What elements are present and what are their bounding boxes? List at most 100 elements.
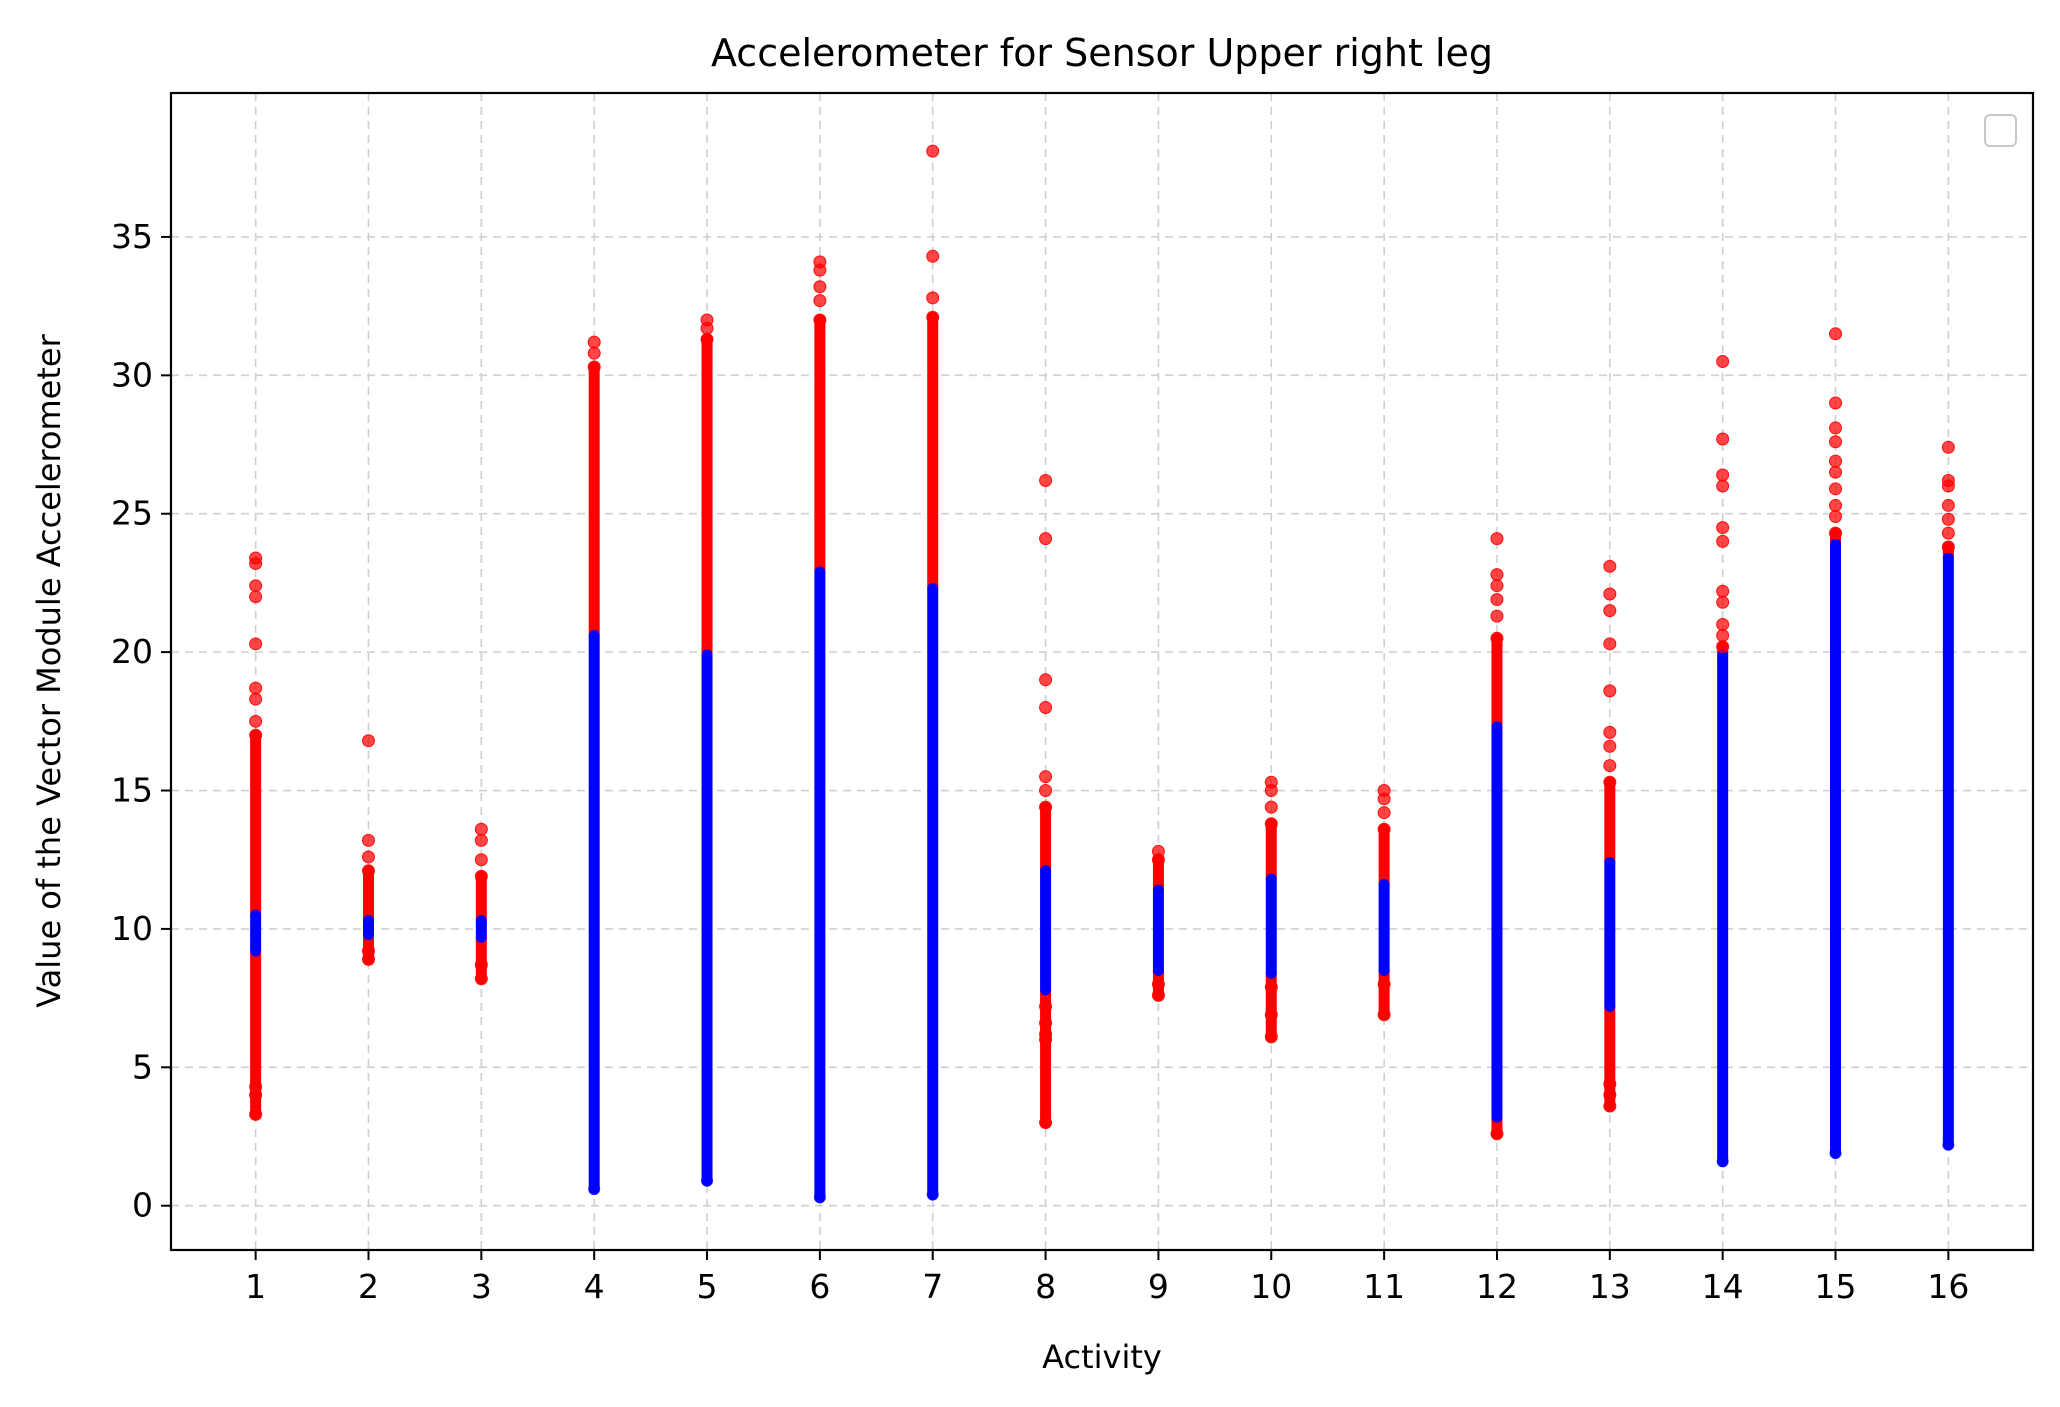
outlier-point xyxy=(587,335,601,349)
outlier-point xyxy=(1941,440,1955,454)
outlier-point xyxy=(474,958,488,972)
outlier-point xyxy=(1039,532,1053,546)
outlier-point xyxy=(249,590,263,604)
outlier-point xyxy=(1941,498,1955,512)
outlier-point xyxy=(1716,617,1730,631)
outlier-point xyxy=(474,822,488,836)
inlier-point xyxy=(1716,1155,1729,1168)
y-tick-label: 35 xyxy=(111,217,153,256)
inlier-point xyxy=(813,1191,826,1204)
y-axis-ticks: 0 5 10 15 20 25 30 35 xyxy=(111,217,171,1225)
outlier-point xyxy=(1603,637,1617,651)
x-tick-label: 8 xyxy=(1035,1267,1056,1306)
outlier-point xyxy=(249,714,263,728)
outlier-point xyxy=(813,294,827,308)
outlier-point xyxy=(361,833,375,847)
outlier-point xyxy=(1039,700,1053,714)
activity-9-points xyxy=(1151,844,1165,1002)
activity-8-points xyxy=(1039,474,1053,1130)
outlier-point xyxy=(813,280,827,294)
outlier-point xyxy=(1603,587,1617,601)
outlier-point xyxy=(1264,980,1278,994)
plot-frame xyxy=(169,91,2035,1252)
activity-2-points xyxy=(361,734,375,966)
outlier-point xyxy=(1716,479,1730,493)
y-tick-label: 5 xyxy=(132,1047,153,1086)
outlier-point xyxy=(1603,1099,1617,1113)
outlier-point xyxy=(1151,853,1165,867)
x-tick-label: 5 xyxy=(697,1267,718,1306)
outlier-point xyxy=(1829,421,1843,435)
outlier-point xyxy=(700,321,714,335)
outlier-point xyxy=(1603,684,1617,698)
outlier-point xyxy=(1716,640,1730,654)
outlier-point xyxy=(813,263,827,277)
outlier-point xyxy=(926,291,940,305)
outlier-point xyxy=(1829,526,1843,540)
outlier-point xyxy=(1264,1008,1278,1022)
x-tick-label: 1 xyxy=(245,1267,266,1306)
outlier-point xyxy=(1829,435,1843,449)
x-tick-label: 2 xyxy=(358,1267,379,1306)
outlier-point xyxy=(1941,479,1955,493)
activity-14-points xyxy=(1716,354,1730,1168)
chart-title: Accelerometer for Sensor Upper right leg xyxy=(711,31,1493,75)
outlier-point xyxy=(813,313,827,327)
activity-10-points xyxy=(1264,775,1278,1044)
outlier-point xyxy=(1377,792,1391,806)
outlier-point xyxy=(474,972,488,986)
outlier-point xyxy=(1264,800,1278,814)
outlier-point xyxy=(1039,1033,1053,1047)
outlier-point xyxy=(1941,540,1955,554)
x-tick-label: 12 xyxy=(1476,1267,1518,1306)
x-tick-label: 11 xyxy=(1363,1267,1405,1306)
y-tick-label: 30 xyxy=(111,355,153,394)
outlier-point xyxy=(1603,559,1617,573)
outlier-point xyxy=(1377,806,1391,820)
outlier-point xyxy=(249,637,263,651)
outlier-point xyxy=(926,144,940,158)
outlier-point xyxy=(361,864,375,878)
outlier-point xyxy=(474,853,488,867)
activity-1-points xyxy=(249,551,263,1121)
activity-13-points xyxy=(1603,559,1617,1113)
outlier-point xyxy=(1603,759,1617,773)
outlier-point xyxy=(1039,1016,1053,1030)
outlier-point xyxy=(474,833,488,847)
outlier-point xyxy=(1829,509,1843,523)
outlier-point xyxy=(587,360,601,374)
x-tick-label: 6 xyxy=(809,1267,830,1306)
x-tick-label: 14 xyxy=(1702,1267,1744,1306)
outlier-point xyxy=(1039,770,1053,784)
legend-box xyxy=(1984,114,2017,147)
outlier-point xyxy=(1377,1008,1391,1022)
inlier-point xyxy=(588,1183,601,1196)
outlier-point xyxy=(587,346,601,360)
x-tick-label: 10 xyxy=(1250,1267,1292,1306)
outlier-point xyxy=(1716,432,1730,446)
inlier-point xyxy=(1942,1138,1955,1151)
outlier-point xyxy=(1264,817,1278,831)
outlier-point xyxy=(1039,1116,1053,1130)
x-tick-label: 4 xyxy=(584,1267,605,1306)
outlier-point xyxy=(249,1088,263,1102)
outlier-point xyxy=(1716,629,1730,643)
x-axis-ticks: 1 2 3 4 5 6 7 8 9 10 11 12 13 14 15 16 xyxy=(245,1250,1969,1306)
activity-11-points xyxy=(1377,784,1391,1022)
outlier-point xyxy=(361,952,375,966)
outlier-point xyxy=(700,332,714,346)
activity-4-points xyxy=(587,335,601,1196)
activity-6-points xyxy=(813,255,827,1204)
outlier-point xyxy=(474,869,488,883)
outlier-point xyxy=(1490,1127,1504,1141)
outlier-point xyxy=(1490,631,1504,645)
x-tick-label: 9 xyxy=(1148,1267,1169,1306)
x-tick-label: 3 xyxy=(471,1267,492,1306)
x-axis-label: Activity xyxy=(1042,1338,1162,1376)
y-tick-label: 15 xyxy=(111,771,153,810)
outlier-point xyxy=(1151,988,1165,1002)
x-tick-label: 16 xyxy=(1927,1267,1969,1306)
outlier-point xyxy=(1264,1030,1278,1044)
outlier-point xyxy=(249,681,263,695)
